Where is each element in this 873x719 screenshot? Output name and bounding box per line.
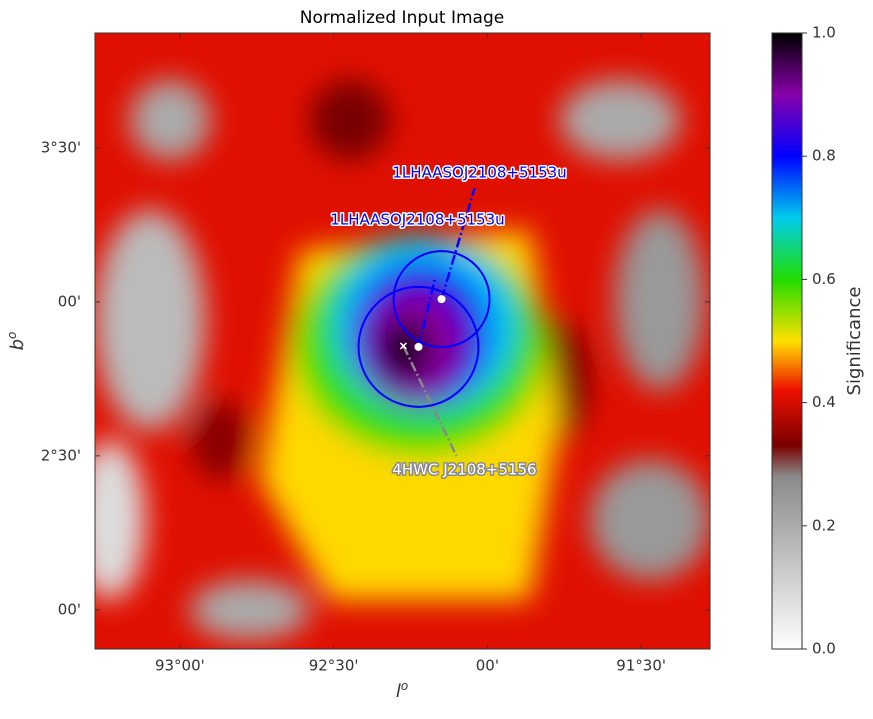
source-position — [414, 342, 423, 351]
colorbar-tick-label: 0.4 — [812, 393, 836, 411]
chart-title: Normalized Input Image — [300, 8, 504, 28]
colorbar-tick-label: 0.0 — [812, 640, 836, 658]
source-position — [437, 295, 446, 304]
x-axis-label-sup: o — [401, 679, 408, 693]
x-axis-label: lo — [396, 679, 408, 703]
source-label: 1LHAASOJ2108+5153u — [392, 164, 566, 182]
y-axis-label-base: b — [7, 339, 28, 350]
label-leader — [417, 276, 437, 348]
y-tick-label: 00' — [58, 600, 81, 618]
colorbar-tick-label: 1.0 — [812, 24, 836, 42]
plot-frame — [94, 32, 711, 650]
x-tick-label: 91°30' — [616, 657, 666, 675]
colorbar-label: Significance — [844, 287, 865, 396]
sky-image — [95, 33, 710, 649]
source: 4HWC J2108+5156 — [391, 342, 538, 480]
colorbar-tick-label: 0.2 — [812, 516, 836, 534]
colorbar — [771, 32, 803, 650]
source-extent — [357, 285, 480, 408]
y-tick-label: 3°30' — [41, 138, 81, 156]
y-axis-label-sup: o — [5, 332, 19, 339]
source: 1LHAASOJ2108+5153u — [391, 162, 568, 349]
colorbar-tick-label: 0.8 — [812, 147, 836, 165]
y-axis-label: bo — [5, 332, 29, 351]
source: 1LHAASOJ2108+5153u — [329, 209, 506, 408]
source-extent — [392, 250, 491, 349]
y-tick-label: 2°30' — [41, 446, 81, 464]
source-label: 4HWC J2108+5156 — [392, 460, 536, 478]
source-position — [399, 342, 407, 350]
x-tick-label: 00' — [476, 657, 499, 675]
x-tick-label: 93°00' — [155, 657, 205, 675]
label-leader — [440, 187, 476, 300]
y-tick-label: 00' — [58, 292, 81, 310]
colorbar-tick-label: 0.6 — [812, 270, 836, 288]
x-axis-label-base: l — [396, 681, 401, 702]
x-tick-label: 92°30' — [309, 657, 359, 675]
label-leader — [402, 345, 458, 457]
source-label: 1LHAASOJ2108+5153u — [330, 210, 504, 228]
